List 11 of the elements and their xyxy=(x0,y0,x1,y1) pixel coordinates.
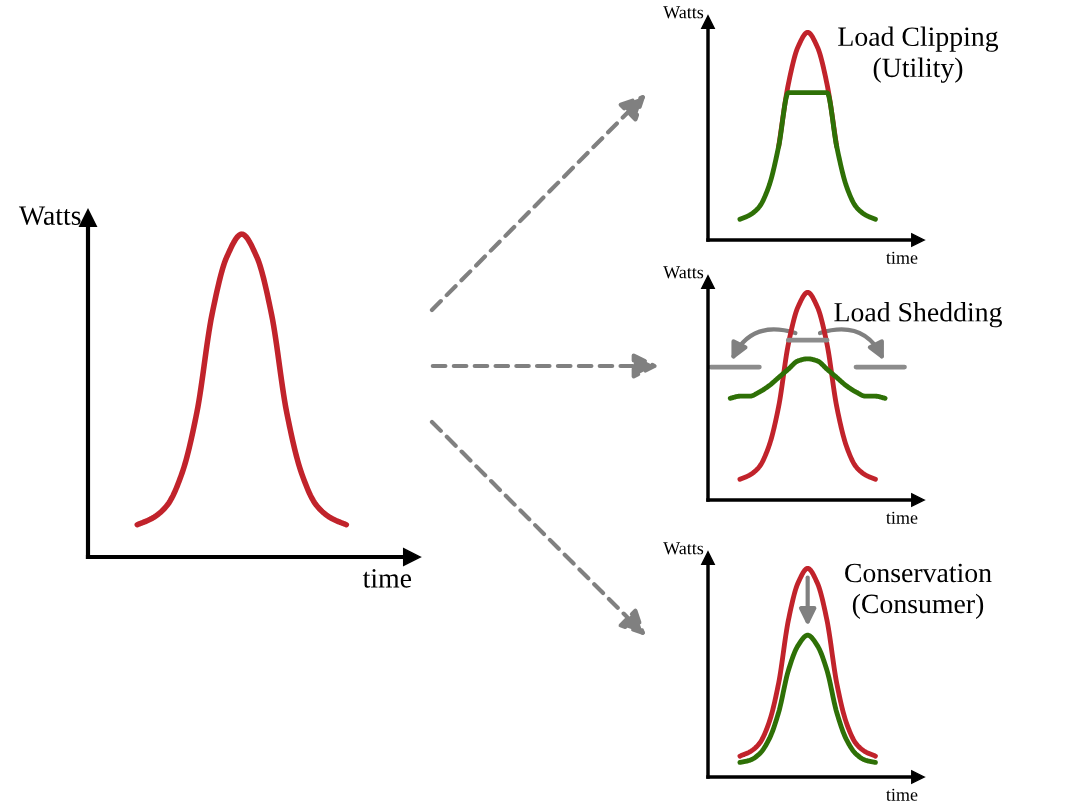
y-axis-title: Watts xyxy=(18,206,81,226)
y-axis-title: Watts xyxy=(663,6,704,19)
x-axis-title: time xyxy=(886,788,918,801)
x-axis-title: time xyxy=(886,511,918,524)
y-axis-title: Watts xyxy=(663,266,704,279)
x-axis-title: time xyxy=(362,568,412,588)
x-axis-title: time xyxy=(886,251,918,264)
chart-title: Conservation (Consumer) xyxy=(845,563,992,619)
chart-title: Load Shedding xyxy=(834,302,1002,328)
y-axis-title: Watts xyxy=(663,542,704,555)
chart-title: Load Clipping (Utility) xyxy=(838,26,999,83)
